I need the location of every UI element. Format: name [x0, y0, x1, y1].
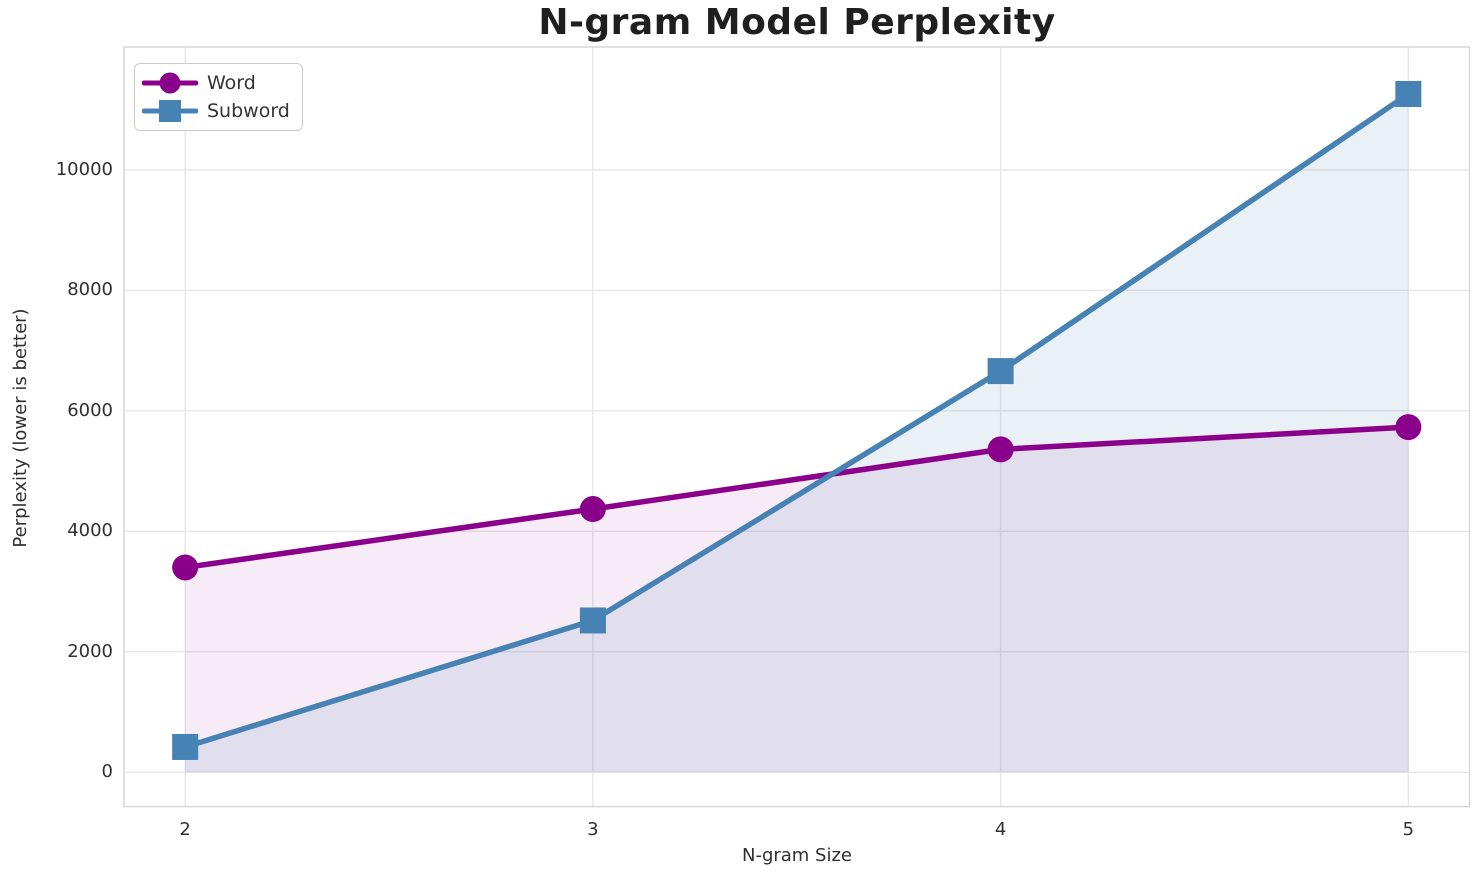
x-tick-label: 3: [587, 819, 599, 840]
series-fill-subword: [185, 93, 1409, 773]
y-tick-label: 2000: [67, 640, 113, 662]
x-axis-label: N-gram Size: [741, 845, 853, 866]
y-tick-label: 4000: [67, 520, 113, 542]
data-point-square: [172, 733, 199, 760]
axes-frame: [123, 46, 1471, 808]
data-point-square: [987, 358, 1014, 385]
chart-title: N-gram Model Perplexity: [538, 2, 1056, 43]
y-tick-label: 10000: [55, 158, 113, 180]
data-point-circle: [172, 554, 199, 581]
data-point-circle: [1395, 414, 1422, 441]
y-tick-label: 0: [101, 761, 113, 783]
word-series-circle-marker-icon: [142, 72, 198, 94]
data-point-circle: [987, 436, 1014, 463]
y-tick-label: 6000: [67, 399, 113, 421]
series-fill-word: [185, 427, 1409, 773]
x-tick-label: 2: [179, 819, 191, 840]
legend-label-subword: Subword: [207, 100, 290, 122]
legend-item-subword: Subword: [142, 98, 292, 124]
data-point-square: [579, 607, 606, 634]
subword-series-square-marker-icon: [142, 100, 198, 122]
x-tick-label: 4: [994, 819, 1007, 840]
data-point-circle: [579, 496, 606, 523]
series-line-subword: [182, 91, 1412, 750]
series-line-word: [182, 424, 1412, 571]
x-tick-label: 5: [1402, 819, 1415, 840]
legend-label-word: Word: [207, 72, 256, 94]
legend: Word Subword: [134, 63, 303, 131]
y-tick-label: 8000: [67, 279, 113, 301]
data-point-square: [1395, 80, 1422, 107]
legend-item-word: Word: [142, 70, 292, 96]
